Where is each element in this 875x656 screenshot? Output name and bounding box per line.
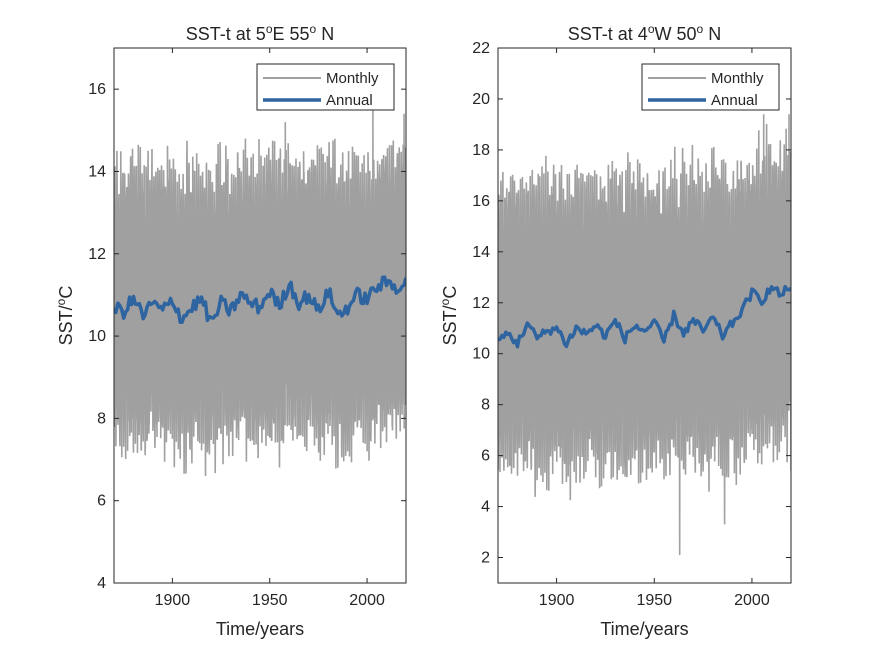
legend-monthly-label: Monthly xyxy=(711,70,764,87)
legend: Monthly Annual xyxy=(641,63,780,111)
chart-title: SST-t at 4oW 50o N xyxy=(568,22,721,44)
title-part: W 50 xyxy=(655,24,697,44)
axes-box xyxy=(113,47,407,584)
chart-left: 1900 1950 200046810121416Time/yearsSST/oCS… xyxy=(54,22,407,639)
y-tick-label: 6 xyxy=(481,448,490,465)
x-axis-label: Time/years xyxy=(600,619,688,639)
x-tick-label: 1950 xyxy=(252,592,288,609)
y-label-part: SST/ xyxy=(56,305,76,345)
x-tick-label: 1950 xyxy=(636,592,672,609)
x-axis-label: Time/years xyxy=(216,619,304,639)
y-label-superscript: o xyxy=(438,298,452,305)
y-tick-label: 2 xyxy=(481,550,490,567)
y-tick-label: 22 xyxy=(472,40,490,57)
y-label-superscript: o xyxy=(54,298,68,305)
y-tick-label: 4 xyxy=(481,499,490,516)
title-superscript: o xyxy=(310,22,317,36)
legend-annual-label: Annual xyxy=(711,92,758,109)
x-tick-label: 1900 xyxy=(155,592,191,609)
legend-box xyxy=(256,63,395,111)
y-tick-label: 20 xyxy=(472,91,490,108)
axes-box xyxy=(497,47,792,584)
chart-right: 1900 1950 2000 2 4 6 8 10 12 14 16 18 20 22 Time/years… xyxy=(438,22,792,639)
x-tick-label: 2000 xyxy=(734,592,770,609)
title-part: SST-t at 5 xyxy=(186,24,266,44)
title-superscript: o xyxy=(648,22,655,36)
y-tick-label: 4 xyxy=(97,575,106,592)
y-label-part: C xyxy=(440,286,460,299)
y-tick-label: 10 xyxy=(472,346,490,363)
monthly-series-line xyxy=(498,114,791,556)
y-tick-label: 10 xyxy=(88,328,106,345)
y-tick-label: 16 xyxy=(88,81,106,98)
y-tick-label: 8 xyxy=(97,410,106,427)
y-tick-label: 14 xyxy=(88,163,106,180)
y-tick-label: 8 xyxy=(481,397,490,414)
y-tick-label: 12 xyxy=(472,295,490,312)
y-label-part: C xyxy=(56,286,76,299)
y-tick-label: 16 xyxy=(472,193,490,210)
legend-box xyxy=(641,63,780,111)
y-tick-label: 6 xyxy=(97,493,106,510)
y-label-part: SST/ xyxy=(440,305,460,345)
title-part: N xyxy=(703,24,721,44)
y-tick-label: 18 xyxy=(472,142,490,159)
legend-monthly-label: Monthly xyxy=(326,70,379,87)
x-tick-label: 2000 xyxy=(349,592,385,609)
y-tick-label: 14 xyxy=(472,244,490,261)
title-superscript: o xyxy=(697,22,704,36)
annual-series-line xyxy=(114,275,406,325)
annual-series-line xyxy=(498,284,791,349)
title-superscript: o xyxy=(266,22,273,36)
title-part: SST-t at 4 xyxy=(568,24,648,44)
legend: Monthly Annual xyxy=(256,63,395,111)
chart-title: SST-t at 5oE 55o N xyxy=(186,22,334,44)
y-axis-label: SST/oC xyxy=(54,286,76,346)
title-part: N xyxy=(316,24,334,44)
title-part: E 55 xyxy=(273,24,310,44)
x-tick-label: 1900 xyxy=(539,592,575,609)
monthly-series-line xyxy=(114,109,406,477)
y-tick-label: 12 xyxy=(88,246,106,263)
legend-annual-label: Annual xyxy=(326,92,373,109)
y-axis-label: SST/oC xyxy=(438,286,460,346)
